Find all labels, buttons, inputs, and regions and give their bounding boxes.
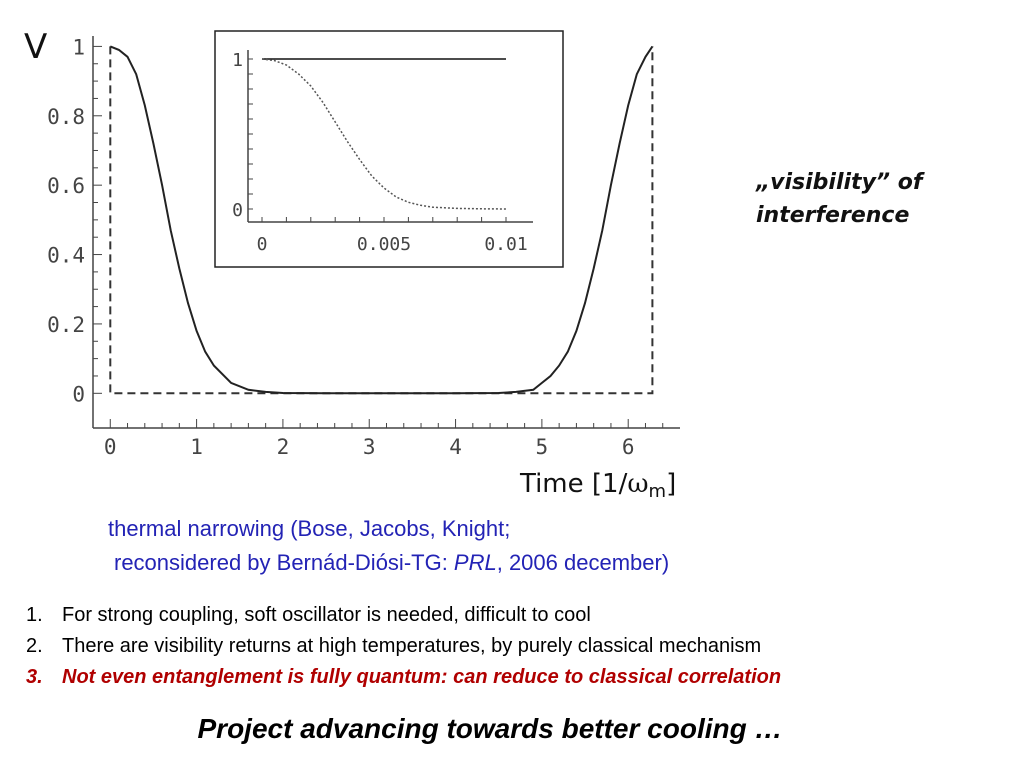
x-tick-label: 4: [449, 435, 462, 459]
citation-line2-suffix: , 2006 december): [496, 550, 670, 575]
y-tick-label: 0.4: [47, 244, 85, 268]
x-tick-label: 2: [277, 435, 290, 459]
note-number-2: 2.: [26, 635, 43, 657]
citation-line2-prefix: reconsidered by Bernád-Diósi-TG:: [114, 550, 454, 575]
note-text-2: There are visibility returns at high tem…: [62, 635, 762, 657]
y-tick-label: 0.8: [47, 105, 85, 129]
main-axis-ticks: [93, 45, 664, 428]
visibility-annotation-line1: „visibility” of: [756, 170, 923, 195]
inset-dotted-series: [261, 58, 507, 210]
citation-text: thermal narrowing (Bose, Jacobs, Knight;…: [108, 512, 908, 580]
inset-axis-ticks: [248, 58, 507, 222]
inset-y-tick-label: 0: [232, 200, 243, 221]
y-tick-label: 1: [72, 35, 85, 59]
note-item-3: 3. Not even entanglement is fully quantum…: [26, 662, 1016, 693]
y-tick-label: 0.6: [47, 174, 85, 198]
visibility-annotation-line2: interference: [756, 203, 910, 228]
main-y-axis-title: V: [24, 27, 47, 67]
note-item-1: 1. For strong coupling, soft oscillator i…: [26, 600, 1016, 631]
x-tick-label: 3: [363, 435, 376, 459]
note-number-3: 3.: [26, 666, 43, 688]
inset-x-tick-label: 0: [257, 234, 268, 255]
closing-statement: Project advancing towards better cooling…: [197, 713, 783, 744]
main-x-axis-title: Time [1/ωm]: [519, 469, 676, 502]
note-text-1: For strong coupling, soft oscillator is …: [62, 604, 591, 626]
y-tick-label: 0: [72, 382, 85, 406]
citation-journal: PRL: [453, 550, 497, 575]
x-tick-label: 1: [190, 435, 203, 459]
x-tick-label: 6: [622, 435, 635, 459]
citation-line2: reconsidered by Bernád-Diósi-TG: PRL, 20…: [108, 546, 908, 580]
main-solid-series: [109, 45, 654, 395]
visibility-annotation: „visibility” of interference: [756, 166, 976, 232]
note-text-3: Not even entanglement is fully quantum: …: [62, 666, 782, 688]
citation-line1: thermal narrowing (Bose, Jacobs, Knight;: [108, 516, 511, 541]
notes-list: 1. For strong coupling, soft oscillator i…: [26, 600, 1016, 693]
inset-x-tick-label: 0.01: [484, 234, 527, 255]
main-tick-labels: 0 0.2 0.4 0.6 0.8 1 0 1 2 3 4 5 6: [47, 35, 634, 459]
note-item-2: 2. There are visibility returns at high t…: [26, 631, 1016, 662]
inset-tick-labels: 0 1 0 0.005 0.01: [232, 50, 528, 255]
y-tick-label: 0.2: [47, 313, 85, 337]
inset-y-tick-label: 1: [232, 50, 243, 71]
note-number-1: 1.: [26, 604, 43, 626]
inset-frame: [214, 30, 564, 268]
x-tick-label: 5: [536, 435, 549, 459]
x-tick-label: 0: [104, 435, 117, 459]
inset-x-tick-label: 0.005: [357, 234, 411, 255]
